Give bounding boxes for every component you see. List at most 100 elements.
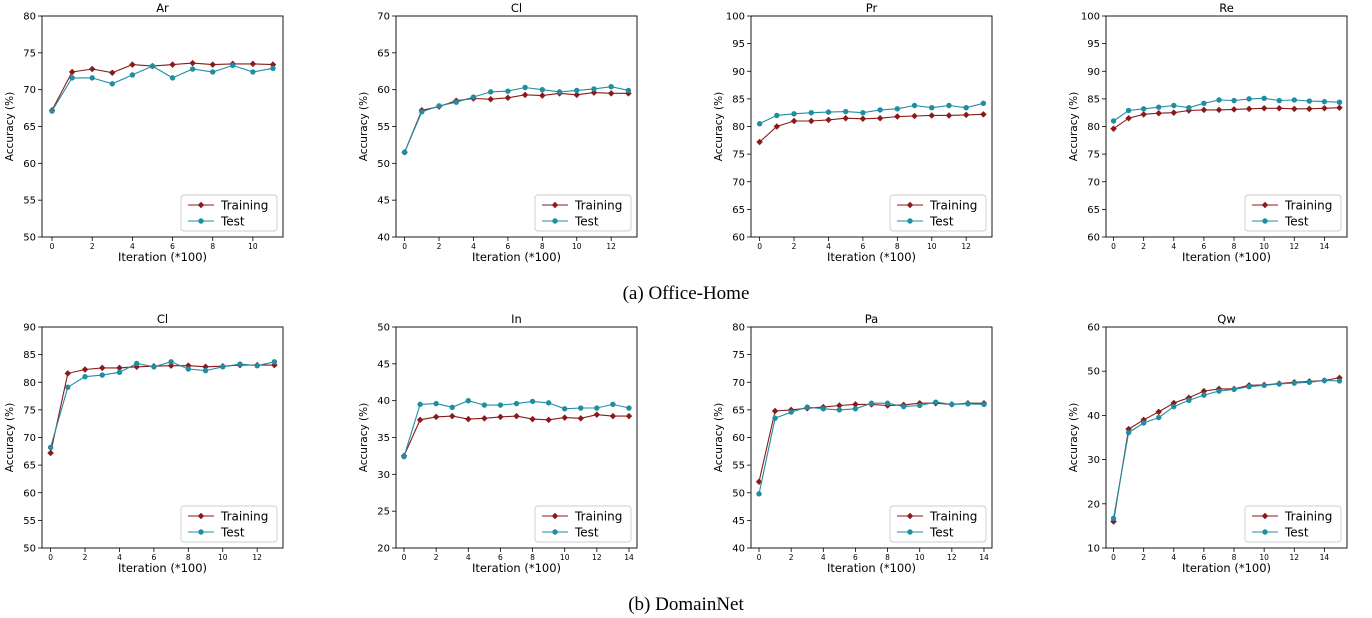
series-line-training bbox=[1112, 377, 1340, 522]
x-tick-label: 2 bbox=[1141, 242, 1146, 251]
y-tick-label: 65 bbox=[377, 48, 390, 59]
x-tick-label: 8 bbox=[1232, 553, 1237, 562]
test-point bbox=[933, 399, 939, 405]
test-point bbox=[1291, 97, 1297, 103]
chart-panel-3: Pr 60 65 70 75 80 85 90 95 100 0 2 4 6 8 10 12 Iteration … bbox=[713, 1, 993, 264]
x-tick-label: 4 bbox=[821, 553, 826, 562]
x-tick-label: 14 bbox=[1320, 553, 1330, 562]
test-point bbox=[1336, 378, 1343, 384]
x-tick-label: 0 bbox=[48, 553, 53, 562]
x-tick-label: 6 bbox=[498, 553, 503, 562]
test-point bbox=[825, 109, 832, 115]
test-point bbox=[756, 121, 763, 127]
x-tick-label: 4 bbox=[130, 242, 135, 251]
test-point bbox=[929, 105, 935, 111]
legend-marker-test bbox=[907, 529, 913, 535]
training-point bbox=[64, 370, 72, 377]
series-line-training bbox=[759, 113, 984, 143]
test-point bbox=[877, 107, 883, 113]
y-tick-label: 55 bbox=[377, 122, 390, 133]
x-axis-label: Iteration (*100) bbox=[827, 561, 916, 575]
legend: Training Test bbox=[889, 505, 987, 543]
legend-label: Test bbox=[574, 215, 599, 229]
training-point bbox=[539, 92, 546, 99]
test-point bbox=[169, 75, 176, 81]
series-line-training bbox=[403, 414, 629, 457]
test-point bbox=[756, 491, 762, 497]
y-tick-label: 50 bbox=[377, 159, 390, 170]
test-point bbox=[1140, 106, 1147, 112]
test-point bbox=[860, 109, 866, 116]
x-tick-label: 2 bbox=[90, 242, 95, 251]
legend-marker-test bbox=[552, 218, 558, 224]
test-point bbox=[562, 406, 568, 412]
x-tick-label: 8 bbox=[1232, 242, 1237, 251]
test-point bbox=[1186, 397, 1192, 404]
test-point bbox=[868, 400, 875, 406]
legend: Training Test bbox=[889, 194, 987, 232]
legend-box bbox=[1244, 505, 1342, 543]
test-point bbox=[116, 369, 123, 376]
training-point bbox=[609, 412, 617, 420]
y-axis-label: Accuracy (%) bbox=[1068, 92, 1080, 161]
y-axis-label: Accuracy (%) bbox=[1068, 403, 1080, 472]
test-point bbox=[189, 66, 196, 72]
test-point bbox=[481, 402, 488, 408]
y-tick-label: 60 bbox=[1087, 233, 1100, 244]
test-point bbox=[49, 108, 55, 114]
training-point bbox=[209, 61, 216, 68]
test-point bbox=[981, 401, 987, 408]
y-tick-label: 45 bbox=[377, 196, 390, 207]
series-line-test bbox=[1113, 97, 1340, 122]
y-tick-label: 65 bbox=[23, 122, 36, 133]
x-tick-label: 8 bbox=[540, 242, 545, 251]
test-point bbox=[591, 86, 597, 92]
test-point bbox=[133, 360, 140, 367]
x-tick-label: 2 bbox=[789, 553, 794, 562]
training-point bbox=[1306, 105, 1313, 113]
test-point bbox=[820, 406, 826, 412]
test-point bbox=[453, 99, 459, 105]
y-tick-label: 75 bbox=[1087, 150, 1100, 161]
training-point bbox=[465, 415, 472, 423]
test-point bbox=[497, 402, 504, 408]
legend-marker-training bbox=[197, 512, 205, 520]
chart-panel-6: In 20 25 30 35 40 45 50 0 2 4 6 8 10 12 14 Iteration (*1… bbox=[358, 312, 638, 575]
training-point bbox=[1245, 105, 1253, 113]
x-tick-label: 0 bbox=[757, 553, 762, 562]
x-tick-label: 12 bbox=[606, 242, 616, 251]
training-point bbox=[755, 478, 763, 485]
training-point bbox=[756, 138, 763, 146]
test-point bbox=[465, 397, 471, 404]
legend-box bbox=[534, 505, 632, 543]
y-tick-label: 70 bbox=[732, 177, 745, 188]
training-point bbox=[1336, 104, 1343, 111]
training-point bbox=[1321, 105, 1328, 112]
x-tick-label: 0 bbox=[1111, 553, 1116, 562]
training-point bbox=[790, 117, 798, 125]
test-point bbox=[254, 362, 260, 369]
chart-panel-2: Cl 40 45 50 55 60 65 70 0 2 4 6 8 10 12 Iteration (*100… bbox=[358, 1, 638, 264]
y-tick-label: 80 bbox=[732, 323, 745, 334]
x-tick-label: 6 bbox=[1202, 553, 1207, 562]
training-point bbox=[593, 411, 601, 418]
series-line-training bbox=[404, 92, 629, 153]
test-point bbox=[949, 401, 955, 408]
test-point bbox=[250, 69, 256, 75]
x-tick-label: 10 bbox=[1259, 242, 1269, 251]
test-point bbox=[1156, 104, 1162, 110]
y-tick-label: 50 bbox=[23, 233, 36, 244]
training-point bbox=[513, 412, 520, 420]
x-tick-label: 8 bbox=[186, 553, 191, 562]
y-tick-label: 55 bbox=[23, 516, 36, 527]
training-point bbox=[876, 114, 884, 122]
training-point bbox=[807, 117, 815, 125]
test-point bbox=[220, 364, 226, 370]
series-line-test bbox=[51, 64, 274, 112]
legend-box bbox=[180, 194, 278, 232]
chart-panel-4: Re 60 65 70 75 80 85 90 95 100 0 2 4 6 8 10 12 14 Iteratio… bbox=[1068, 1, 1348, 264]
series-line-test bbox=[50, 361, 275, 448]
training-point bbox=[81, 366, 89, 373]
test-point bbox=[626, 405, 632, 411]
training-point bbox=[481, 415, 488, 422]
